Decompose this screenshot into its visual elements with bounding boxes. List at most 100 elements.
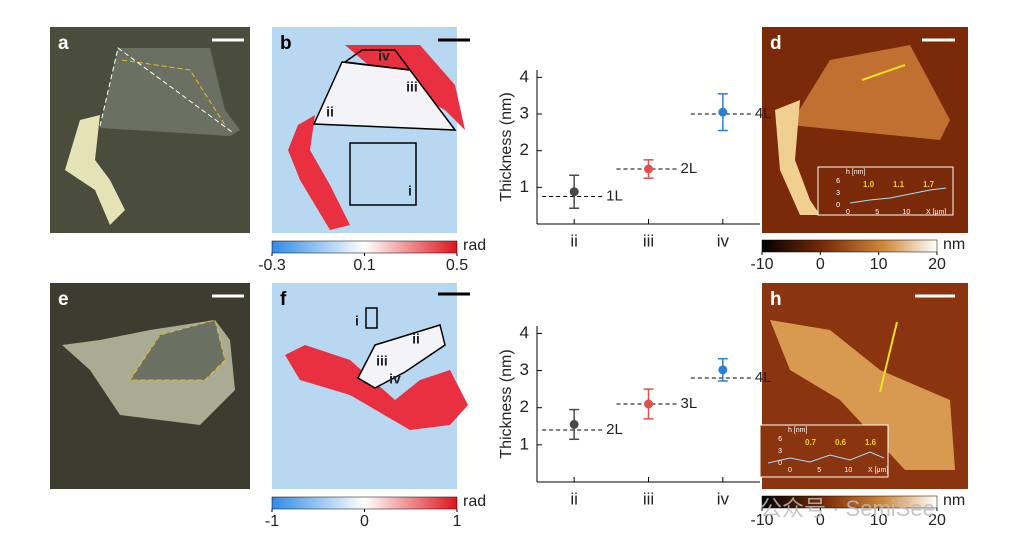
level-label: 1L bbox=[606, 187, 623, 204]
flake bbox=[288, 115, 350, 230]
inset-ytick: 6 bbox=[778, 436, 782, 443]
region-label: ii bbox=[326, 104, 334, 120]
colorbar-tick-label: 1 bbox=[453, 513, 462, 530]
inset-ylabel: h [nm] bbox=[846, 169, 866, 176]
y-axis-label: Thickness (nm) bbox=[498, 349, 515, 458]
outline bbox=[121, 59, 226, 126]
level-label: 4L bbox=[755, 105, 772, 122]
region-label: iii bbox=[376, 353, 388, 369]
flake bbox=[770, 320, 955, 470]
inset-note: 1.6 bbox=[865, 438, 877, 447]
inset-xlabel: X [μm] bbox=[926, 209, 946, 216]
flake bbox=[775, 100, 820, 215]
y-tick-label: 3 bbox=[520, 360, 529, 379]
inset-xtick: 5 bbox=[817, 467, 821, 474]
colorbar-unit: nm bbox=[943, 236, 965, 253]
colorbar bbox=[761, 495, 938, 509]
colorbar-tick-label: 0 bbox=[816, 512, 825, 529]
x-tick-label: ii bbox=[570, 231, 578, 250]
point bbox=[569, 187, 579, 197]
colorbar-tick-label: 0 bbox=[816, 256, 825, 273]
flake bbox=[100, 48, 240, 136]
inset-xtick: 10 bbox=[902, 209, 910, 216]
profile bbox=[767, 451, 885, 464]
flake bbox=[65, 115, 125, 225]
watermark: 公众号 · SemiSee bbox=[760, 496, 935, 521]
inset-xtick: 0 bbox=[788, 467, 792, 474]
colorbar-tick-label: 10 bbox=[870, 256, 888, 273]
panel-label: b bbox=[280, 33, 292, 54]
colorbar-tick-label: -0.3 bbox=[258, 257, 286, 274]
region bbox=[357, 324, 446, 389]
panel-label: f bbox=[280, 289, 287, 310]
inset-xtick: 10 bbox=[844, 467, 852, 474]
point bbox=[644, 164, 653, 174]
inset-ytick: 6 bbox=[836, 178, 840, 185]
colorbar-tick-label: -10 bbox=[750, 256, 773, 273]
level-label: 3L bbox=[681, 395, 698, 412]
level-label: 4L bbox=[755, 369, 772, 386]
inset bbox=[759, 424, 889, 478]
panel-label: h bbox=[770, 289, 782, 310]
region-label: iv bbox=[378, 48, 390, 64]
inset-ytick: 0 bbox=[836, 202, 840, 209]
y-axis-label: Thickness (nm) bbox=[498, 92, 515, 201]
inset-note: 1.7 bbox=[923, 180, 935, 189]
y-tick-label: 1 bbox=[520, 434, 529, 453]
inset bbox=[817, 166, 954, 216]
outline bbox=[129, 319, 226, 381]
colorbar-unit: rad bbox=[463, 237, 486, 254]
inset-ytick: 0 bbox=[778, 460, 782, 467]
region-label: i bbox=[408, 183, 412, 199]
y-tick-label: 2 bbox=[520, 140, 529, 159]
point bbox=[718, 107, 728, 117]
colorbar-tick-label: 20 bbox=[928, 256, 946, 273]
colorbar-tick-label: -1 bbox=[265, 513, 279, 530]
colorbar-tick-label: 0 bbox=[360, 513, 369, 530]
inset-note: 1.1 bbox=[893, 180, 905, 189]
y-tick-label: 1 bbox=[520, 177, 529, 196]
y-tick-label: 2 bbox=[520, 397, 529, 416]
inset-note: 0.6 bbox=[835, 438, 847, 447]
region bbox=[365, 307, 378, 329]
x-tick-label: iii bbox=[643, 231, 654, 250]
flake bbox=[790, 45, 950, 140]
colorbar-unit: rad bbox=[463, 493, 486, 510]
profile bbox=[849, 187, 947, 204]
colorbar-tick-label: -10 bbox=[750, 512, 773, 529]
colorbar-unit: nm bbox=[943, 492, 965, 509]
point bbox=[569, 419, 579, 429]
inset-note: 0.7 bbox=[805, 438, 817, 447]
region-label: iii bbox=[406, 79, 418, 95]
profile-line bbox=[861, 64, 906, 81]
inset-ytick: 3 bbox=[836, 190, 840, 197]
y-tick-label: 4 bbox=[520, 323, 529, 342]
outline bbox=[99, 47, 233, 133]
colorbar-tick-label: 0.5 bbox=[446, 257, 468, 274]
y-tick-label: 3 bbox=[520, 103, 529, 122]
level-label: 2L bbox=[606, 421, 623, 438]
colorbar-tick-label: 20 bbox=[928, 512, 946, 529]
inset-ytick: 3 bbox=[778, 448, 782, 455]
colorbar bbox=[761, 239, 938, 253]
point bbox=[718, 365, 728, 375]
panel-label: e bbox=[58, 289, 69, 310]
region bbox=[349, 142, 417, 206]
inset-xlabel: X [μm] bbox=[868, 467, 888, 474]
x-tick-label: iv bbox=[717, 231, 730, 250]
inset-xtick: 5 bbox=[875, 209, 879, 216]
x-tick-label: ii bbox=[570, 489, 578, 508]
region-label: iv bbox=[389, 371, 401, 387]
x-tick-label: iv bbox=[717, 489, 730, 508]
point bbox=[644, 399, 653, 409]
region bbox=[342, 49, 412, 71]
inset-ylabel: h [nm] bbox=[788, 427, 808, 434]
inset-note: 1.0 bbox=[863, 180, 875, 189]
panel-label: a bbox=[58, 33, 69, 54]
x-tick-label: iii bbox=[643, 489, 654, 508]
panel-label: d bbox=[770, 33, 782, 54]
level-label: 2L bbox=[681, 160, 698, 177]
profile-line bbox=[879, 321, 898, 393]
colorbar bbox=[271, 496, 458, 510]
